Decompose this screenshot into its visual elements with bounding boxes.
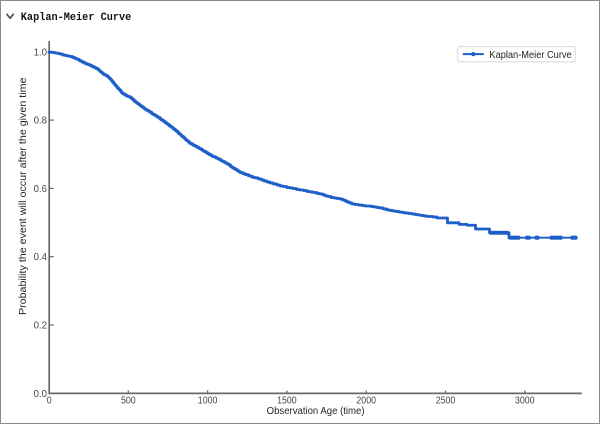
svg-text:1.0: 1.0 xyxy=(33,47,47,58)
svg-text:0: 0 xyxy=(46,395,51,406)
svg-text:0.0: 0.0 xyxy=(33,388,47,399)
svg-text:0.4: 0.4 xyxy=(33,252,47,263)
svg-text:Observation Age (time): Observation Age (time) xyxy=(266,406,364,417)
svg-text:3000: 3000 xyxy=(515,395,535,406)
svg-text:Kaplan-Meier Curve: Kaplan-Meier Curve xyxy=(20,11,131,23)
svg-text:1500: 1500 xyxy=(277,395,297,406)
svg-text:0.6: 0.6 xyxy=(33,183,47,194)
svg-text:500: 500 xyxy=(120,395,135,406)
svg-text:Probability the event will occ: Probability the event will occur after t… xyxy=(16,77,28,315)
svg-text:0.2: 0.2 xyxy=(33,320,47,331)
svg-text:2000: 2000 xyxy=(356,395,376,406)
svg-text:Kaplan-Meier Curve: Kaplan-Meier Curve xyxy=(489,49,571,60)
svg-text:0.8: 0.8 xyxy=(33,115,47,126)
svg-text:2500: 2500 xyxy=(435,395,455,406)
svg-text:1000: 1000 xyxy=(197,395,217,406)
